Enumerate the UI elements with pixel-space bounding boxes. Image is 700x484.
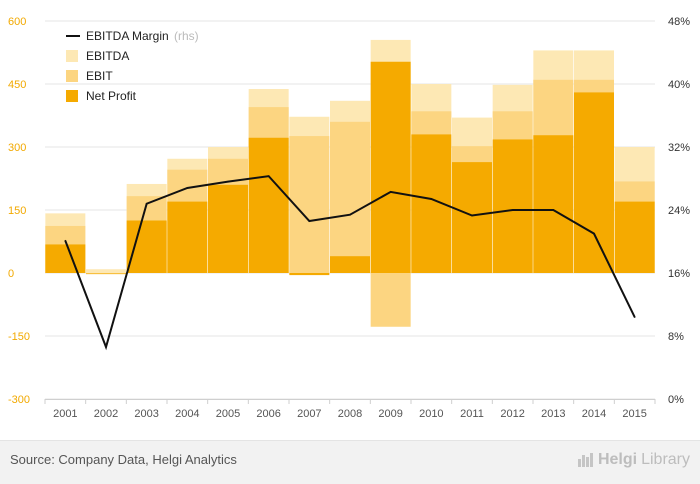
y-left-tick-label: -300 — [8, 394, 30, 406]
bar-net-profit — [289, 273, 330, 276]
point-ebitda-margin — [64, 239, 67, 242]
y-right-tick-label: 32% — [668, 142, 690, 154]
y-left-tick-label: 0 — [8, 268, 14, 280]
bar-ebitda — [86, 269, 126, 273]
legend-label-margin: EBITDA Margin — [86, 29, 169, 43]
y-right-tick-label: 40% — [668, 79, 690, 91]
axes: -300 0% -150 8% 0 16% 150 24% 300 32% 450 40% 600 48%… — [8, 16, 690, 420]
point-ebitda-margin — [430, 198, 433, 200]
bar-ebit — [289, 136, 330, 273]
x-tick-label: 2014 — [582, 408, 606, 420]
x-tick-label: 2011 — [460, 408, 484, 420]
margin-line — [64, 175, 636, 351]
x-tick-label: 2005 — [216, 408, 240, 420]
point-ebitda-margin — [471, 214, 473, 217]
y-left-tick-label: 450 — [8, 79, 26, 91]
legend-label-rhs: (rhs) — [174, 29, 199, 43]
bar-ebit — [330, 121, 370, 273]
x-tick-label: 2015 — [622, 408, 646, 420]
x-tick-label: 2004 — [175, 408, 199, 420]
y-left-tick-label: -150 — [8, 331, 30, 343]
point-ebitda-margin — [389, 191, 392, 193]
legend-label-ebitda: EBITDA — [86, 49, 129, 63]
point-ebitda-margin — [145, 202, 148, 205]
legend: EBITDA Margin (rhs) EBITDA EBIT Net Prof… — [66, 29, 199, 103]
y-right-tick-label: 16% — [668, 268, 690, 280]
x-tick-label: 2008 — [338, 408, 362, 420]
bar-ebit — [86, 273, 126, 275]
brand-name-rest: Library — [641, 451, 690, 468]
legend-swatch-ebitda — [66, 50, 78, 62]
y-right-tick-label: 24% — [668, 205, 690, 217]
x-tick-label: 2013 — [541, 408, 565, 420]
x-tick-label: 2003 — [134, 408, 158, 420]
brand-name-bold: Helgi — [597, 451, 638, 468]
point-ebitda-margin — [552, 209, 555, 211]
x-tick-label: 2001 — [53, 408, 77, 420]
y-right-tick-label: 48% — [668, 16, 690, 28]
x-tick-label: 2006 — [256, 408, 280, 420]
bar-net-profit — [452, 162, 492, 273]
legend-swatch-net-profit — [66, 90, 78, 102]
bar-net-profit — [370, 61, 411, 273]
bar-net-profit — [330, 256, 370, 273]
point-ebitda-margin — [186, 187, 189, 189]
bar-net-profit — [492, 139, 533, 273]
bar-net-profit — [45, 244, 86, 273]
bar-net-profit — [533, 135, 574, 273]
x-tick-label: 2012 — [500, 408, 524, 420]
legend-swatch-ebit — [66, 70, 78, 82]
x-tick-label: 2010 — [419, 408, 443, 420]
bar-net-profit — [167, 201, 208, 273]
footer: Source: Company Data, Helgi Analytics He… — [0, 440, 700, 484]
y-right-tick-label: 8% — [668, 331, 684, 343]
x-tick-label: 2002 — [94, 408, 118, 420]
y-left-tick-label: 600 — [8, 16, 26, 28]
point-ebitda-margin — [349, 213, 351, 216]
point-ebitda-margin — [633, 316, 636, 318]
brand-logo: Helgi Library — [577, 451, 690, 469]
point-ebitda-margin — [105, 346, 107, 348]
bar-net-profit — [126, 220, 167, 273]
x-tick-label: 2007 — [297, 408, 321, 420]
x-tick-label: 2009 — [378, 408, 402, 420]
chart: -300 0% -150 8% 0 16% 150 24% 300 32% 450 40% 600 48%… — [8, 16, 690, 420]
bar-net-profit — [248, 137, 289, 273]
source-note: Source: Company Data, Helgi Analytics — [10, 452, 237, 467]
library-icon — [577, 453, 594, 467]
legend-label-net-profit: Net Profit — [86, 89, 137, 103]
point-ebitda-margin — [267, 175, 270, 177]
legend-label-ebit: EBIT — [86, 69, 113, 83]
bar-net-profit — [86, 273, 126, 274]
bar-net-profit — [574, 92, 614, 274]
point-ebitda-margin — [308, 220, 311, 222]
bar-ebit — [370, 273, 411, 327]
y-left-tick-label: 150 — [8, 205, 26, 217]
point-ebitda-margin — [511, 209, 514, 211]
point-ebitda-margin — [227, 180, 229, 183]
point-ebitda-margin — [593, 232, 595, 235]
bar-net-profit — [614, 201, 655, 273]
bars — [45, 39, 655, 327]
bar-net-profit — [208, 184, 248, 273]
y-right-tick-label: 0% — [668, 394, 684, 406]
y-left-tick-label: 300 — [8, 142, 26, 154]
